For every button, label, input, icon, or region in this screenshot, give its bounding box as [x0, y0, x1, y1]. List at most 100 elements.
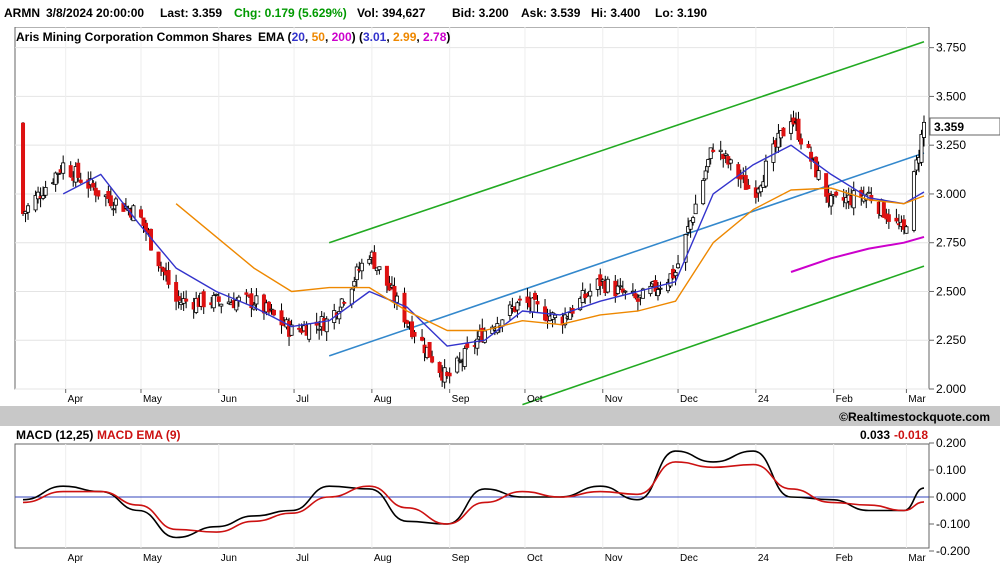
candle-down: [437, 361, 442, 374]
ask: Ask: 3.539: [521, 6, 581, 20]
last-price-label: 3.359: [934, 120, 964, 134]
candle-down: [809, 151, 814, 162]
macd-x-tick-label: May: [143, 553, 162, 564]
macd-x-tick-label: Jul: [296, 553, 309, 564]
candle-down: [781, 127, 786, 137]
macd-title: MACD (12,25): [16, 428, 93, 442]
candle-down: [249, 293, 254, 309]
macd-y-axis: 0.200 0.100 0.000 -0.100 -0.200: [929, 436, 970, 558]
main-x-tick-label: Sep: [452, 394, 470, 405]
candle-down: [834, 191, 839, 196]
candle-up: [568, 312, 573, 320]
candle-up: [673, 271, 678, 277]
main-x-tick-label: Jul: [296, 394, 309, 405]
candle-down: [743, 175, 748, 190]
candle-up: [211, 295, 216, 309]
candle-down: [372, 252, 377, 269]
candle-up: [919, 134, 924, 163]
candle-down: [894, 217, 899, 222]
candle-up: [324, 318, 329, 333]
candle-up: [640, 288, 645, 299]
candle-down: [271, 309, 276, 316]
candle-up: [41, 195, 46, 199]
candle-down: [68, 165, 73, 178]
candle-up: [515, 302, 520, 311]
candle-down: [342, 301, 347, 304]
candle-up: [718, 149, 723, 153]
volume: Vol: 394,627: [357, 6, 426, 20]
candle-up: [475, 338, 480, 349]
macd-y-tick-label: -0.200: [936, 544, 970, 558]
main-y-tick-label: 3.250: [936, 138, 966, 152]
candle-down: [244, 292, 249, 295]
candle-up: [788, 121, 793, 134]
macd-y-tick-label: 0.000: [936, 490, 966, 504]
ema-line-200: [790, 235, 925, 273]
candle-down: [447, 372, 452, 377]
candle-down: [161, 267, 166, 272]
candle-down: [108, 195, 113, 207]
last-price: Last: 3.359: [160, 6, 223, 20]
ema50-value: 2.99: [393, 30, 417, 44]
candle-up: [269, 308, 274, 311]
ema200-value: 2.78: [423, 30, 447, 44]
candle-up: [377, 266, 382, 271]
main-y-axis: 2.000 2.250 2.500 2.750 3.000 3.250 3.500 3.750: [929, 41, 966, 396]
main-x-tick-label: Apr: [68, 394, 84, 405]
main-x-tick-label: Feb: [836, 394, 854, 405]
macd-grid: [15, 444, 929, 548]
candle-down: [174, 282, 179, 302]
candle-up: [61, 162, 66, 174]
candle-down: [184, 298, 189, 302]
candle-up: [911, 171, 916, 231]
candle-up: [723, 153, 728, 156]
candle-up: [457, 359, 462, 362]
candle-up: [88, 178, 93, 186]
macd-x-tick-label: Sep: [452, 553, 470, 564]
candle-down: [21, 122, 26, 215]
candle-down: [420, 336, 425, 341]
macd-x-tick-label: Dec: [680, 553, 698, 564]
candle-up: [530, 297, 535, 313]
candle-up: [234, 300, 239, 311]
ema50-period: 50: [312, 30, 326, 44]
main-x-tick-label: 24: [758, 394, 770, 405]
candle-up: [349, 288, 354, 305]
watermark: ©Realtimestockquote.com: [839, 410, 990, 424]
candle-down: [635, 298, 640, 302]
candle-up: [307, 323, 312, 340]
candle-down: [201, 291, 206, 308]
main-y-tick-label: 2.000: [936, 382, 966, 396]
candle-up: [563, 314, 568, 326]
ema-prefix: EMA (: [258, 30, 292, 44]
candle-up: [763, 160, 768, 187]
candle-down: [279, 310, 284, 326]
candle-up: [703, 170, 708, 180]
main-x-tick-label: Nov: [605, 394, 623, 405]
candle-up: [254, 295, 259, 305]
candle-down: [814, 156, 819, 178]
candle-up: [922, 121, 927, 138]
candle-down: [430, 356, 435, 363]
candle-up: [776, 132, 781, 148]
candle-up: [706, 159, 711, 168]
candle-up: [111, 208, 116, 211]
candle-down: [746, 184, 751, 189]
candle-up: [758, 185, 763, 193]
main-y-tick-label: 2.250: [936, 333, 966, 347]
ema200-period: 200: [332, 30, 352, 44]
candle-down: [159, 266, 164, 269]
candle-up: [131, 205, 136, 222]
channel-lower-line: [522, 265, 925, 406]
candle-down: [402, 292, 407, 323]
ema20-value: 3.01: [363, 30, 387, 44]
ema-line-50: [175, 187, 925, 332]
candle-up: [728, 159, 733, 164]
candle-up: [354, 266, 359, 281]
candle-up: [507, 304, 512, 316]
candle-down: [166, 270, 171, 285]
candle-down: [410, 321, 415, 338]
symbol: ARMN: [4, 6, 40, 20]
macd-signal-line: [22, 461, 925, 533]
main-x-tick-label: Oct: [527, 394, 543, 405]
